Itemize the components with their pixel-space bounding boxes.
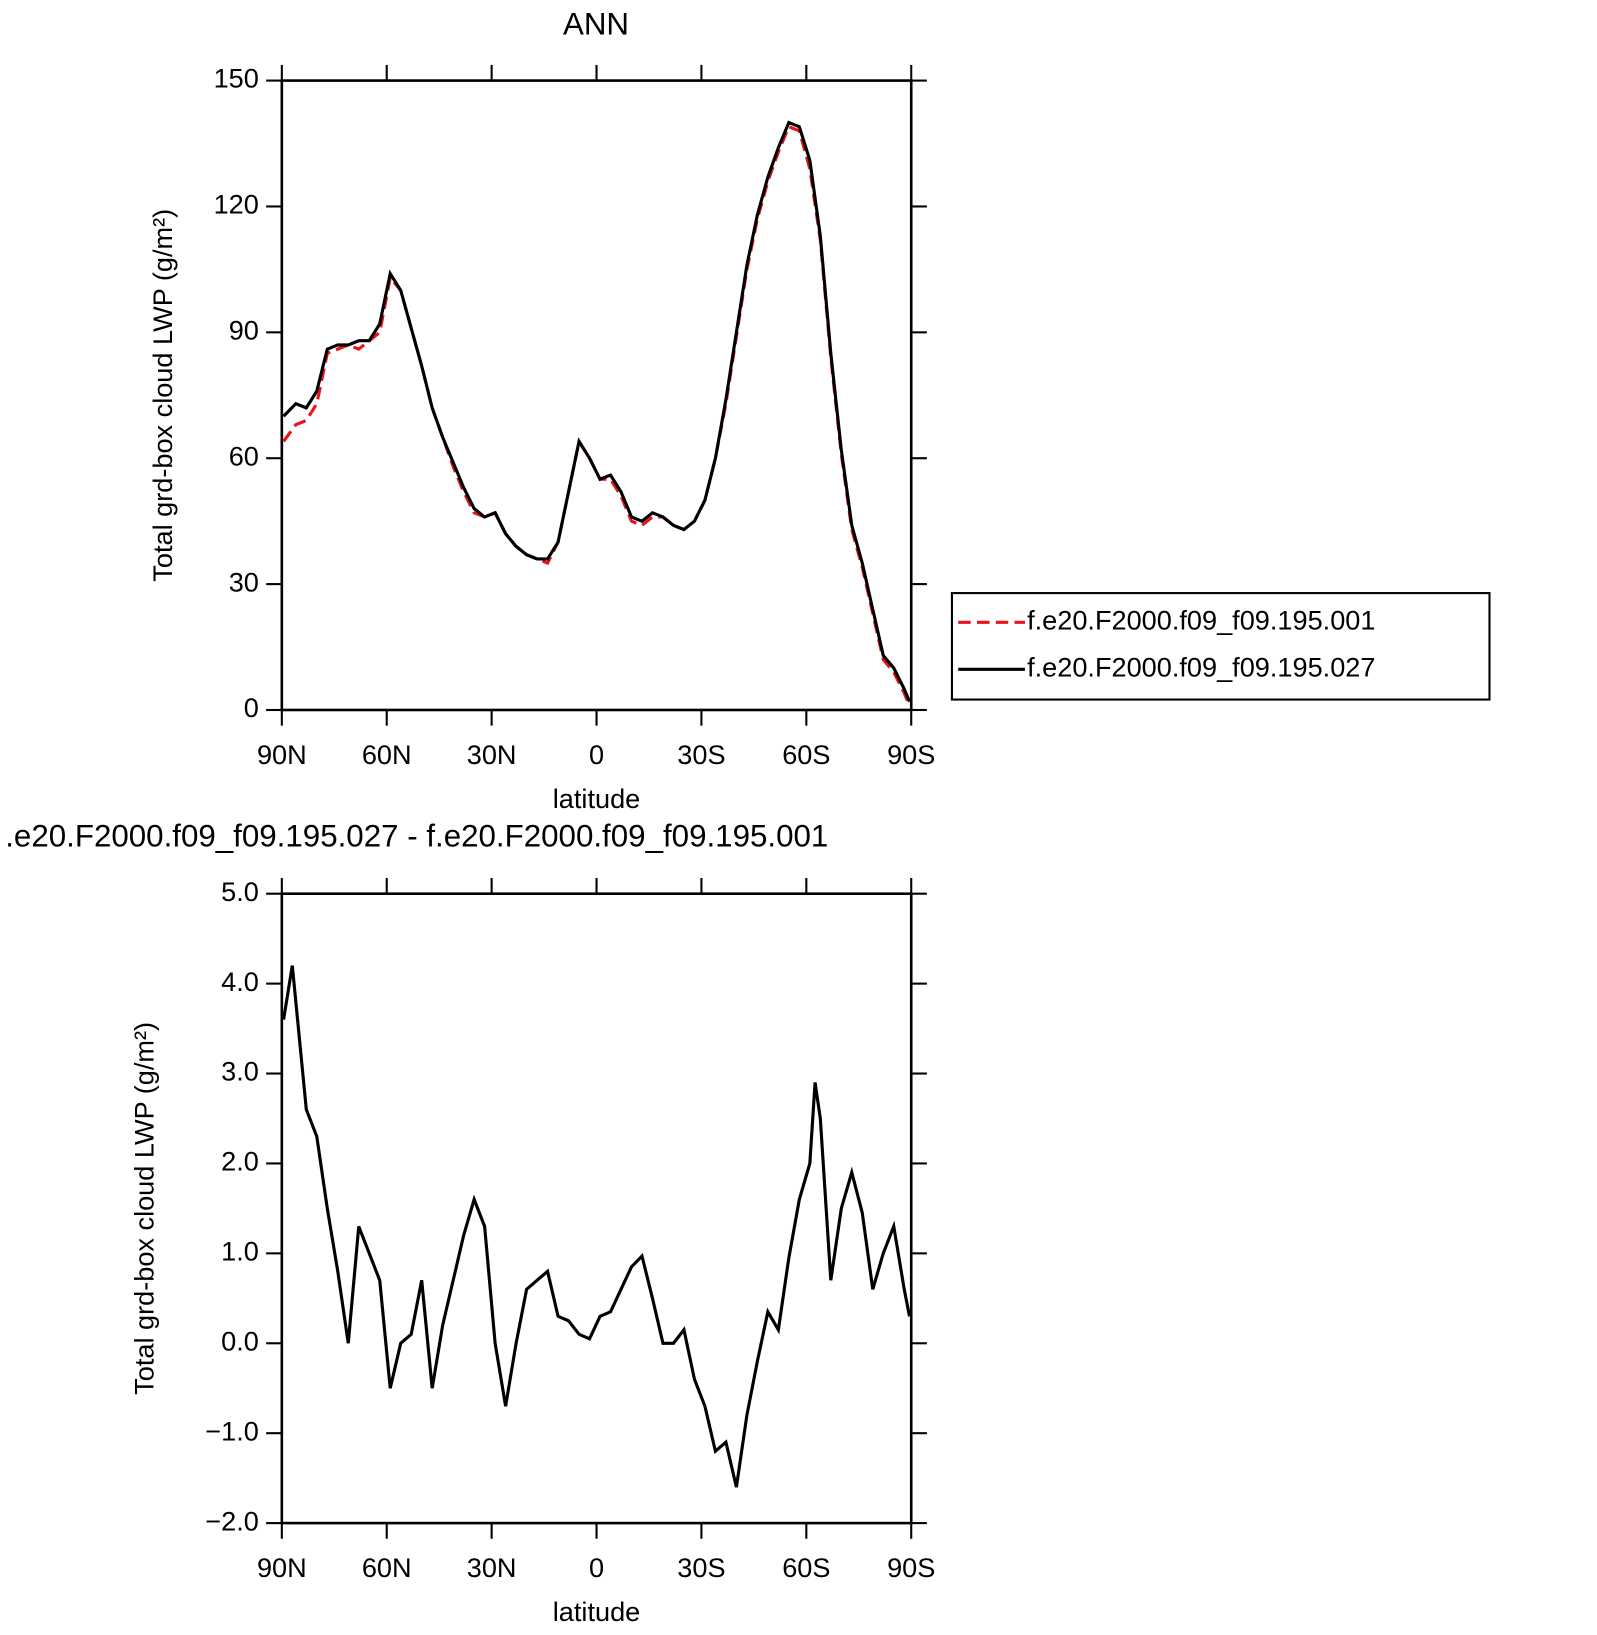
y-tick-label: 60	[229, 440, 259, 471]
y-axis-label: Total grd-box cloud LWP (g/m²)	[147, 209, 178, 582]
y-tick-label: 3.0	[221, 1056, 259, 1087]
plot-frame	[280, 79, 913, 712]
x-tick-label: 30N	[467, 739, 517, 770]
y-tick-label: 1.0	[221, 1236, 259, 1267]
data-line	[282, 965, 912, 1488]
y-axis-label: Total grd-box cloud LWP (g/m²)	[128, 1022, 159, 1395]
y-tick-label: 2.0	[221, 1146, 259, 1177]
x-tick-label: 60N	[362, 739, 412, 770]
x-tick-label: 60N	[362, 1552, 412, 1583]
legend-label: f.e20.F2000.f09_f09.195.027	[1027, 651, 1375, 682]
y-tick-label: 0	[244, 692, 259, 723]
legend-label: f.e20.F2000.f09_f09.195.001	[1027, 604, 1375, 635]
x-tick-label: 0	[589, 739, 604, 770]
x-tick-label: 0	[589, 1552, 604, 1583]
x-tick-label: 30S	[677, 739, 725, 770]
y-tick-label: 90	[229, 315, 259, 346]
chart-title: ANN	[563, 7, 629, 42]
plot-frame	[280, 892, 913, 1525]
x-axis-label: latitude	[553, 1596, 640, 1627]
y-tick-label: 0.0	[221, 1325, 259, 1356]
x-tick-label: 90S	[887, 1552, 935, 1583]
legend-box	[950, 592, 1491, 701]
x-tick-label: 30S	[677, 1552, 725, 1583]
chart-title: .e20.F2000.f09_f09.195.027 - f.e20.F2000…	[5, 819, 828, 854]
data-line	[282, 120, 911, 703]
data-line	[282, 124, 911, 707]
y-tick-label: −2.0	[205, 1505, 259, 1536]
y-tick-label: −1.0	[205, 1415, 259, 1446]
x-tick-label: 60S	[782, 1552, 830, 1583]
x-tick-label: 30N	[467, 1552, 517, 1583]
y-tick-label: 4.0	[221, 966, 259, 997]
y-tick-label: 30	[229, 566, 259, 597]
x-tick-label: 90N	[257, 1552, 307, 1583]
x-tick-label: 90N	[257, 739, 307, 770]
y-tick-label: 120	[214, 189, 259, 220]
y-tick-label: 5.0	[221, 876, 259, 907]
x-tick-label: 60S	[782, 739, 830, 770]
legend: f.e20.F2000.f09_f09.195.001 f.e20.F2000.f…	[950, 592, 1491, 701]
y-tick-label: 150	[214, 63, 259, 94]
x-tick-label: 90S	[887, 739, 935, 770]
x-axis-label: latitude	[553, 783, 640, 814]
